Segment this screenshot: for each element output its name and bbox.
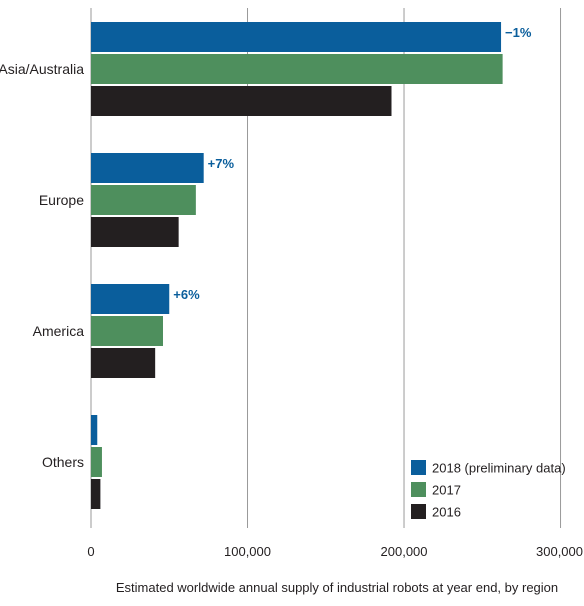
- bar-0-0: [91, 22, 502, 52]
- legend-swatch-2: [411, 504, 426, 519]
- category-label-0: Asia/Australia: [0, 61, 84, 77]
- legend-swatch-0: [411, 460, 426, 475]
- legend-label-2: 2016: [432, 505, 461, 520]
- annotation-0: −1%: [505, 25, 532, 40]
- category-label-3: Others: [42, 454, 84, 470]
- bar-3-2: [91, 479, 101, 509]
- bar-3-0: [91, 415, 98, 445]
- x-tick-label-1: 100,000: [224, 544, 271, 559]
- bar-1-2: [91, 217, 179, 247]
- bar-1-0: [91, 153, 204, 183]
- legend-swatch-1: [411, 482, 426, 497]
- bar-2-1: [91, 316, 163, 346]
- bar-0-2: [91, 86, 392, 116]
- bar-0-1: [91, 54, 503, 84]
- bar-1-1: [91, 185, 196, 215]
- x-tick-label-0: 0: [87, 544, 94, 559]
- category-label-2: America: [33, 323, 85, 339]
- x-axis-label: Estimated worldwide annual supply of ind…: [116, 580, 558, 595]
- category-label-1: Europe: [39, 192, 84, 208]
- legend-label-1: 2017: [432, 483, 461, 498]
- annotation-1: +7%: [208, 156, 235, 171]
- x-tick-label-3: 300,000: [536, 544, 583, 559]
- bar-2-2: [91, 348, 156, 378]
- x-tick-label-2: 200,000: [381, 544, 428, 559]
- legend-label-0: 2018 (preliminary data): [432, 461, 566, 476]
- annotation-2: +6%: [173, 287, 200, 302]
- bar-2-0: [91, 284, 170, 314]
- bar-3-1: [91, 447, 102, 477]
